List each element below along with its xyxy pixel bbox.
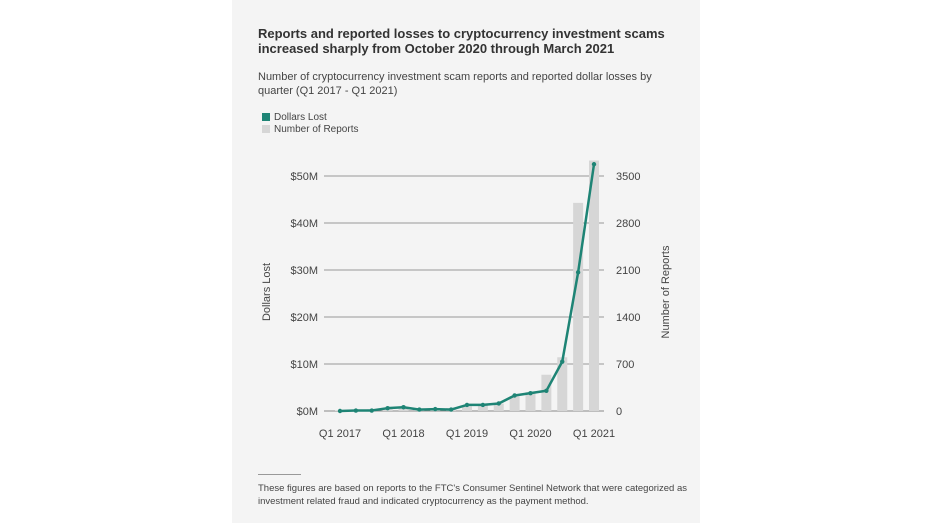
bar-reports: [477, 404, 488, 411]
combo-chart: $0M 0 $10M 700 $20M 1400 $30M 2100 $40M 2800 $50M 3…: [261, 160, 672, 440]
point-dollars-lost: [448, 407, 454, 412]
bar-reports: [462, 406, 472, 411]
bar-reports: [557, 357, 568, 411]
legend: Dollars Lost Number of Reports: [262, 111, 358, 135]
legend-swatch-bar: [262, 125, 270, 133]
y-axis-label-right: Number of Reports: [660, 245, 672, 338]
y-tick-label-left: $30M: [290, 265, 318, 277]
x-tick-label: Q1 2018: [382, 428, 424, 440]
y-axis-label-left: Dollars Lost: [261, 263, 273, 321]
legend-item-dollars-lost: Dollars Lost: [262, 111, 358, 123]
footnote: These figures are based on reports to th…: [258, 483, 687, 507]
point-dollars-lost: [575, 270, 581, 275]
y-tick-label-right: 0: [616, 406, 622, 418]
y-tick-label-right: 2800: [616, 218, 640, 230]
point-dollars-lost: [337, 408, 343, 414]
y-tick-label-right: 700: [616, 359, 634, 371]
bar-reports: [589, 160, 599, 411]
chart-card: Reports and reported losses to cryptocur…: [232, 0, 700, 523]
legend-item-number-of-reports: Number of Reports: [262, 123, 358, 135]
bar-reports: [493, 403, 504, 411]
y-tick-label-left: $10M: [290, 359, 318, 371]
point-dollars-lost: [369, 408, 374, 413]
point-dollars-lost: [464, 402, 470, 408]
y-tick-label-right: 2100: [616, 265, 640, 277]
y-tick-label-right: 3500: [616, 171, 640, 183]
x-tick-label: Q1 2019: [446, 428, 488, 440]
point-dollars-lost: [528, 390, 533, 396]
point-dollars-lost: [433, 406, 438, 412]
point-dollars-lost: [385, 405, 390, 411]
footnote-divider: [258, 474, 301, 475]
bar-reports: [573, 202, 584, 411]
bar-reports: [509, 396, 520, 411]
point-dollars-lost: [417, 407, 422, 412]
x-tick-label: Q1 2017: [319, 428, 361, 440]
chart-title: Reports and reported losses to cryptocur…: [258, 26, 665, 56]
point-dollars-lost: [591, 162, 597, 167]
y-tick-label-left: $20M: [290, 312, 318, 324]
chart-subtitle: Number of cryptocurrency investment scam…: [258, 71, 652, 97]
legend-label-number-of-reports: Number of Reports: [274, 123, 359, 135]
point-dollars-lost: [353, 408, 359, 413]
y-tick-label-left: $40M: [290, 218, 318, 230]
point-dollars-lost: [480, 402, 486, 408]
y-tick-label-left: $0M: [297, 406, 318, 418]
point-dollars-lost: [401, 405, 406, 410]
x-tick-label: Q1 2021: [573, 428, 615, 440]
y-tick-label-left: $50M: [290, 171, 318, 183]
point-dollars-lost: [512, 393, 517, 398]
legend-swatch-line: [262, 113, 270, 121]
point-dollars-lost: [496, 401, 501, 406]
point-dollars-lost: [544, 388, 549, 393]
bar-reports: [525, 392, 536, 411]
point-dollars-lost: [560, 359, 565, 364]
x-tick-label: Q1 2020: [509, 428, 551, 440]
y-tick-label-right: 1400: [616, 312, 640, 324]
legend-label-dollars-lost: Dollars Lost: [274, 111, 327, 123]
line-dollars-lost: [339, 164, 596, 413]
